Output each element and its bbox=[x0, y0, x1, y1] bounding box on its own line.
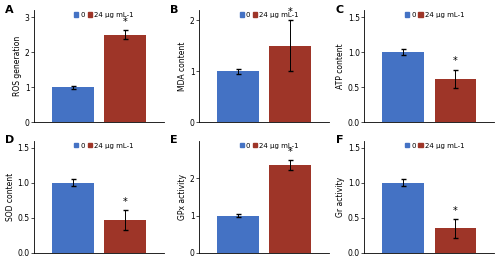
Y-axis label: ROS generation: ROS generation bbox=[13, 36, 22, 96]
Bar bbox=[52, 183, 94, 253]
Bar bbox=[382, 183, 424, 253]
Bar bbox=[104, 35, 146, 122]
Bar bbox=[269, 165, 311, 253]
Text: B: B bbox=[170, 4, 178, 15]
Bar bbox=[52, 87, 94, 122]
Bar bbox=[104, 220, 146, 253]
Text: *: * bbox=[453, 56, 458, 66]
Text: *: * bbox=[453, 206, 458, 216]
Legend: 0, 24 µg mL-1: 0, 24 µg mL-1 bbox=[74, 11, 134, 19]
Y-axis label: MDA content: MDA content bbox=[178, 41, 187, 91]
Legend: 0, 24 µg mL-1: 0, 24 µg mL-1 bbox=[404, 11, 465, 19]
Bar bbox=[434, 228, 476, 253]
Text: *: * bbox=[288, 7, 292, 17]
Text: E: E bbox=[170, 135, 178, 145]
Y-axis label: Gr activity: Gr activity bbox=[336, 177, 345, 217]
Bar bbox=[434, 79, 476, 122]
Y-axis label: ATP content: ATP content bbox=[336, 44, 345, 89]
Bar bbox=[269, 46, 311, 122]
Bar bbox=[217, 71, 259, 122]
Y-axis label: GPx activity: GPx activity bbox=[178, 174, 187, 220]
Text: C: C bbox=[336, 4, 344, 15]
Legend: 0, 24 µg mL-1: 0, 24 µg mL-1 bbox=[404, 142, 465, 149]
Legend: 0, 24 µg mL-1: 0, 24 µg mL-1 bbox=[239, 142, 300, 149]
Text: *: * bbox=[288, 147, 292, 157]
Text: *: * bbox=[122, 197, 127, 207]
Y-axis label: SOD content: SOD content bbox=[6, 173, 15, 221]
Text: D: D bbox=[5, 135, 14, 145]
Text: F: F bbox=[336, 135, 343, 145]
Bar bbox=[217, 216, 259, 253]
Text: A: A bbox=[5, 4, 14, 15]
Text: *: * bbox=[122, 17, 127, 27]
Legend: 0, 24 µg mL-1: 0, 24 µg mL-1 bbox=[239, 11, 300, 19]
Legend: 0, 24 µg mL-1: 0, 24 µg mL-1 bbox=[74, 142, 134, 149]
Bar bbox=[382, 52, 424, 122]
